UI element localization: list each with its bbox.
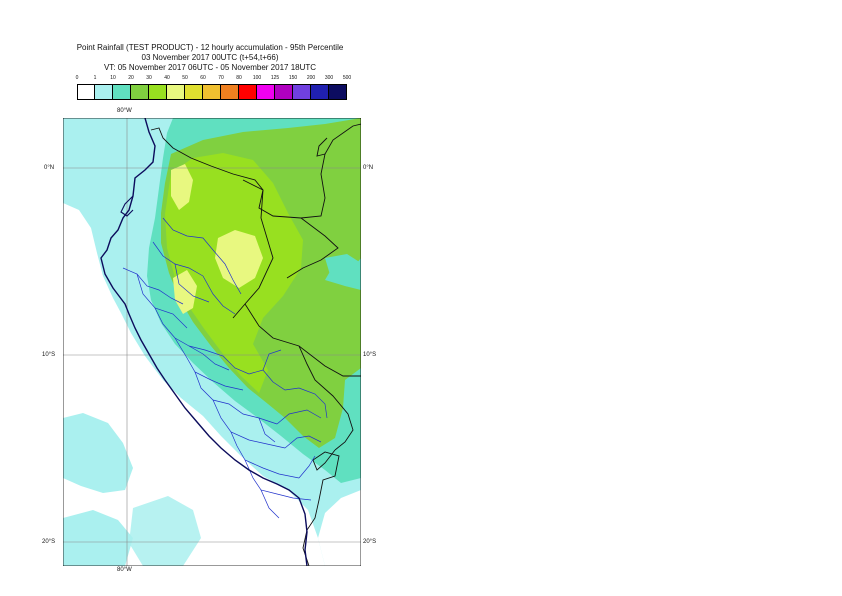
regional-boundaries (122, 217, 328, 519)
legend-swatch (257, 84, 275, 100)
rain-patch-offshore (63, 413, 133, 493)
rain-patch-southwest (63, 510, 133, 566)
legend-tick-label: 10 (110, 75, 116, 81)
legend-tick-label: 30 (146, 75, 152, 81)
rain-band-40-50-central (215, 230, 263, 288)
legend-swatch (149, 84, 167, 100)
legend-tick-label: 50 (182, 75, 188, 81)
legend-swatch (275, 84, 293, 100)
legend-swatch (131, 84, 149, 100)
legend-tick-label: 40 (164, 75, 170, 81)
legend-tick-label: 150 (288, 75, 298, 81)
gulf-inlet (120, 195, 134, 217)
legend-swatch (203, 84, 221, 100)
lat-label-0-right: 0°N (363, 165, 374, 171)
legend-tick-label: 60 (200, 75, 206, 81)
legend-tick-label: 70 (218, 75, 224, 81)
rain-band-40-50-south (173, 270, 197, 314)
legend-tick-label: 200 (306, 75, 316, 81)
dry-area-southeast (318, 490, 361, 566)
legend-tick-label: 20 (128, 75, 134, 81)
legend-swatch (293, 84, 311, 100)
legend-swatch (95, 84, 113, 100)
rain-patch-east (325, 254, 361, 288)
lat-label-10-left: 10°S (42, 352, 56, 358)
lat-label-20-right: 20°S (363, 539, 377, 545)
valid-time: VT: 05 November 2017 06UTC - 05 November… (103, 63, 317, 72)
legend-swatch (311, 84, 329, 100)
legend-tick-label: 300 (324, 75, 334, 81)
legend-swatch (221, 84, 239, 100)
rain-patch-south (129, 496, 201, 566)
rain-band-40-50-north (171, 164, 193, 210)
legend-tick-label: 500 (342, 75, 352, 81)
map-title: Point Rainfall (TEST PRODUCT) - 12 hourl… (76, 43, 344, 52)
run-time: 03 November 2017 00UTC (t+54,t+66) (141, 53, 279, 62)
legend-swatch (113, 84, 131, 100)
legend-frame (77, 84, 347, 100)
legend-tick-label: 1 (93, 75, 97, 81)
color-legend: 0 1 10 20 30 40 50 60 70 80 100 125 150 200 300 500 (75, 73, 351, 103)
lon-label-bottom: 80°W (117, 567, 132, 573)
legend-swatch (185, 84, 203, 100)
lon-label-top: 80°W (117, 108, 132, 114)
legend-tick-label: 80 (236, 75, 242, 81)
lat-label-0-left: 0°N (44, 165, 55, 171)
graticule (63, 118, 361, 566)
legend-tick-label: 0 (75, 75, 79, 81)
legend-tick-label: 125 (270, 75, 280, 81)
lat-label-20-left: 20°S (42, 539, 56, 545)
legend-swatch (77, 84, 95, 100)
coastline (100, 118, 308, 566)
legend-swatch (239, 84, 257, 100)
lat-label-10-right: 10°S (363, 352, 377, 358)
legend-tick-label: 100 (252, 75, 262, 81)
rainfall-map (63, 118, 361, 566)
legend-swatch (167, 84, 185, 100)
